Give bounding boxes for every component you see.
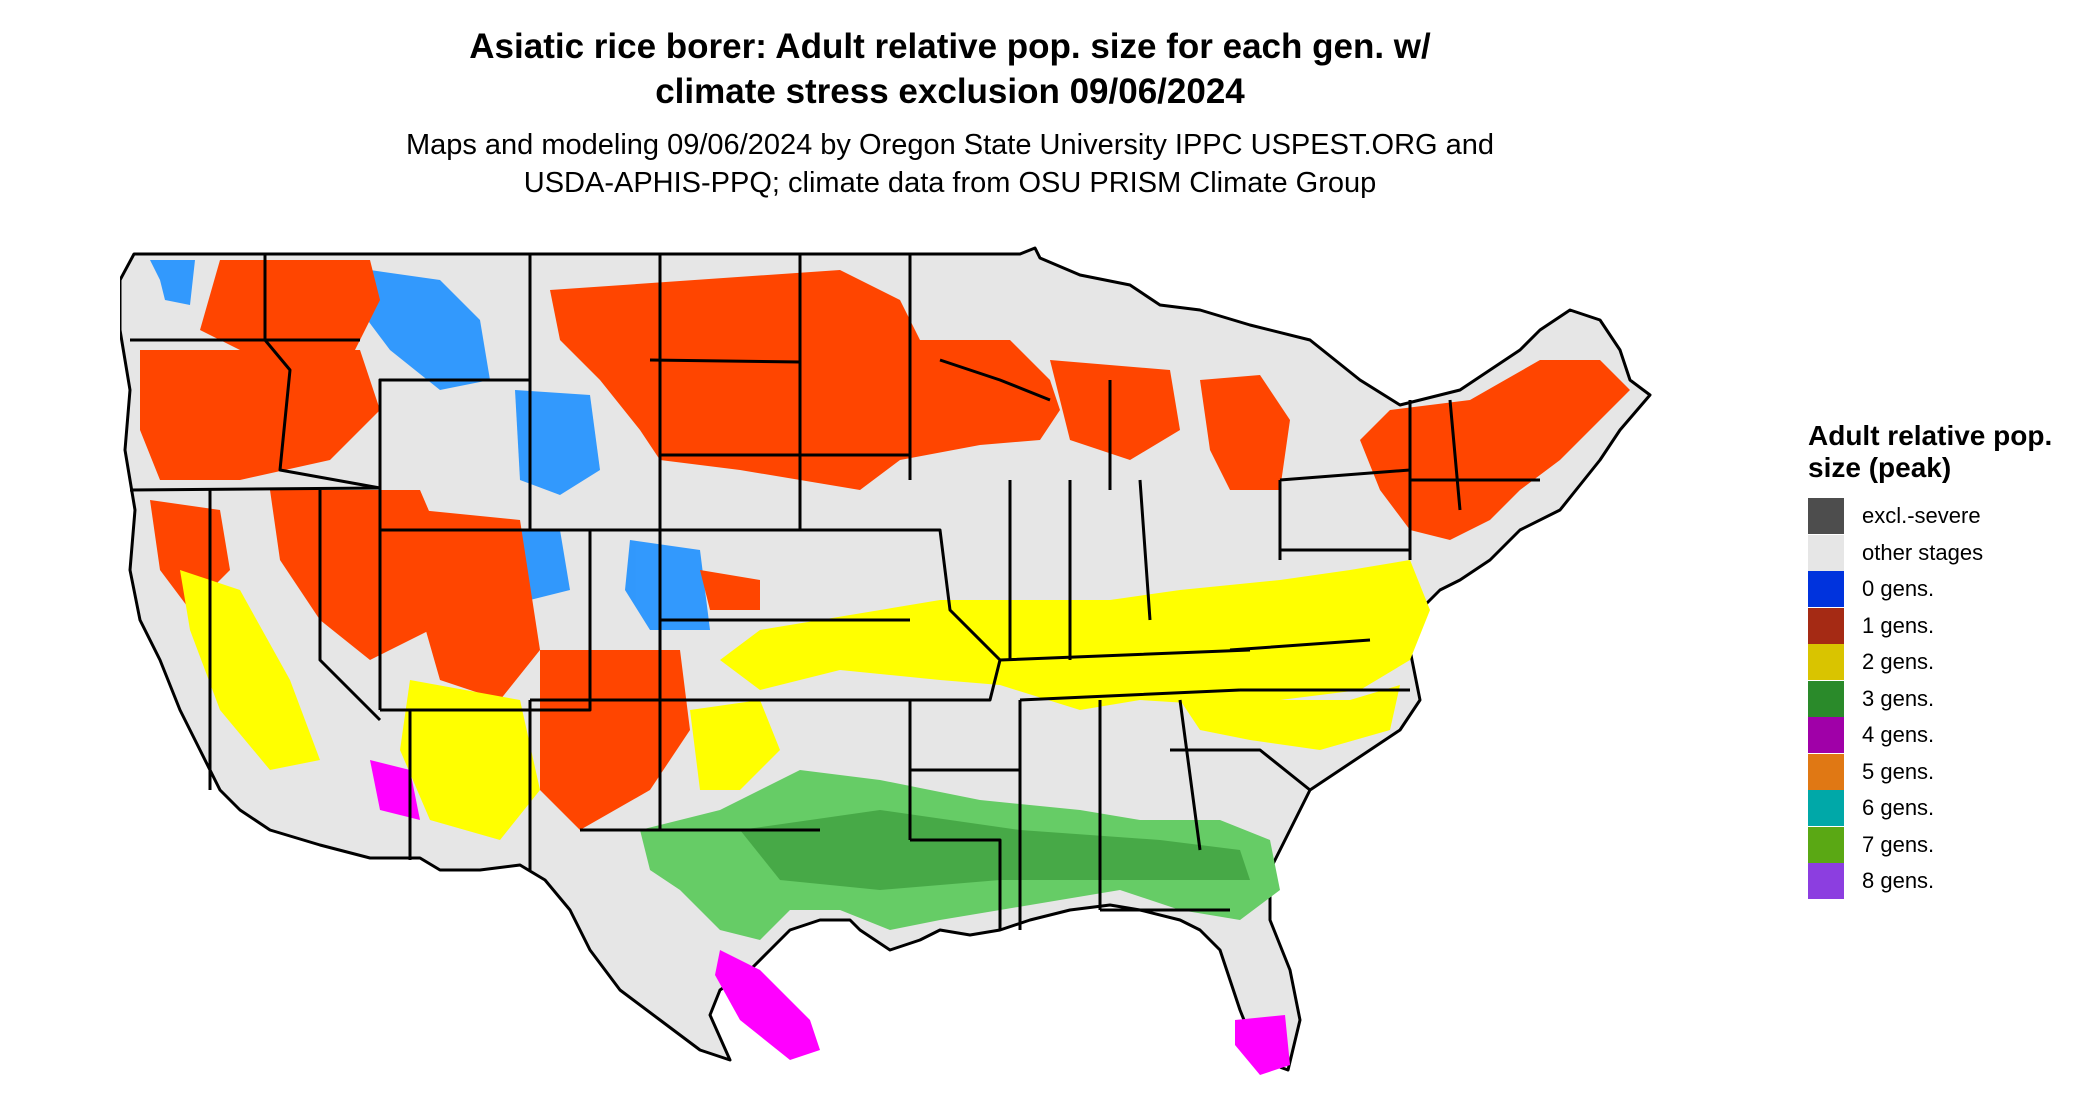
legend-item: 1 gens. [1808, 607, 2068, 645]
title-line-1: Asiatic rice borer: Adult relative pop. … [469, 27, 1431, 66]
state-borders [129, 254, 1540, 930]
one-gen-areas [140, 260, 1630, 830]
border-ks-ok [660, 618, 910, 702]
border-va-nc [1229, 638, 1410, 692]
four-gen-desert-sw [370, 760, 420, 820]
two-gen-west-texas [690, 700, 780, 790]
one-gen-colorado-plateau [700, 570, 760, 610]
legend-item: 4 gens. [1808, 717, 2068, 754]
legend-label: 4 gens. [1862, 722, 1935, 748]
legend-item: other stages [1808, 534, 2068, 572]
us-map [120, 246, 1652, 1075]
border-or-ca-nv-id [129, 486, 381, 492]
legend-label: 0 gens. [1862, 576, 1935, 602]
two-gen-arizona [400, 680, 540, 840]
border-il-in-oh [1008, 479, 1152, 660]
zero-gen-utah [520, 530, 570, 600]
border-ok-tx [658, 700, 820, 832]
four-gen-areas [370, 760, 1290, 1075]
legend-item: excl.-severe [1808, 498, 2068, 535]
border-az-nm [408, 700, 532, 870]
two-gen-areas [180, 560, 1430, 840]
subtitle-line-1: Maps and modeling 09/06/2024 by Oregon S… [405, 129, 1495, 161]
legend-swatch [1808, 680, 1844, 717]
two-gen-central-belt [720, 560, 1430, 710]
zero-gen-idaho [360, 270, 490, 390]
legend-swatch [1808, 790, 1844, 827]
legend: Adult relative pop. size (peak) excl.-se… [1808, 420, 2068, 900]
legend-swatch [1808, 534, 1844, 571]
one-gen-michigan [1200, 375, 1290, 490]
chart-title: Asiatic rice borer: Adult relative pop. … [0, 24, 1900, 114]
legend-item: 3 gens. [1808, 680, 2068, 718]
legend-label: excl.-severe [1862, 503, 1981, 529]
border-mo [820, 528, 1002, 702]
two-gen-california-valley [180, 570, 320, 770]
zero-gen-cascades [150, 260, 195, 305]
zero-gen-wyoming [515, 390, 600, 495]
one-gen-pacific-nw [200, 260, 380, 370]
legend-swatch [1808, 607, 1844, 644]
chart-subtitle: Maps and modeling 09/06/2024 by Oregon S… [0, 126, 1900, 202]
border-mi-wi [939, 358, 1112, 490]
legend-label: 3 gens. [1862, 685, 1935, 711]
legend-label: 7 gens. [1862, 831, 1935, 857]
legend-swatch [1808, 644, 1844, 681]
two-gen-carolina-belt [1180, 685, 1400, 750]
border-north-dakota-south [649, 358, 801, 364]
legend-swatch [1808, 826, 1844, 863]
four-gen-south-texas [715, 950, 820, 1060]
legend-label: other stages [1862, 539, 1984, 565]
one-gen-great-basin [270, 490, 450, 660]
legend-label: 5 gens. [1862, 758, 1935, 784]
zero-gen-colorado [625, 540, 710, 630]
legend-label: 2 gens. [1862, 649, 1935, 675]
title-line-2: climate stress exclusion 09/06/2024 [655, 72, 1245, 111]
border-new-england [1408, 399, 1540, 560]
legend-item: 2 gens. [1808, 644, 2068, 681]
border-ms-al-ga [1018, 699, 1202, 930]
legend-label: 6 gens. [1862, 795, 1935, 821]
legend-swatch [1808, 753, 1844, 790]
legend-items: excl.-severe other stages 0 gens. 1 gens. 2 … [1808, 498, 2068, 900]
one-gen-northeast [1360, 360, 1630, 540]
border-ar-la [908, 700, 1020, 930]
one-gen-new-mexico [540, 650, 690, 830]
legend-label: 8 gens. [1862, 868, 1935, 894]
legend-item: 8 gens. [1808, 863, 2068, 900]
legend-swatch [1808, 498, 1844, 535]
legend-swatch [1808, 863, 1844, 900]
border-nv-ut [208, 490, 382, 790]
one-gen-wisconsin [1050, 360, 1180, 460]
three-gen-areas [640, 770, 1280, 940]
border-pa-ny [1278, 468, 1411, 560]
subtitle-line-2: USDA-APHIS-PPQ; climate data from OSU PR… [523, 167, 1377, 199]
legend-item: 6 gens. [1808, 790, 2068, 827]
legend-label: 1 gens. [1862, 612, 1935, 638]
legend-item: 0 gens. [1808, 571, 2068, 608]
legend-swatch [1808, 571, 1844, 608]
one-gen-oregon [140, 350, 380, 480]
one-gen-four-corners [420, 510, 540, 700]
legend-item: 7 gens. [1808, 826, 2068, 864]
border-tn-ky [999, 648, 1251, 702]
legend-title: Adult relative pop. size (peak) [1808, 420, 2053, 483]
zero-gen-areas [150, 260, 710, 630]
three-gen-dark-core [740, 810, 1250, 890]
legend-swatch [1808, 717, 1844, 754]
border-sc-ga [1170, 748, 1311, 792]
legend-item: 5 gens. [1808, 753, 2068, 791]
four-gen-south-florida [1235, 1015, 1290, 1075]
one-gen-northern-plains [550, 270, 1060, 490]
border-plains-verticals [658, 254, 912, 530]
